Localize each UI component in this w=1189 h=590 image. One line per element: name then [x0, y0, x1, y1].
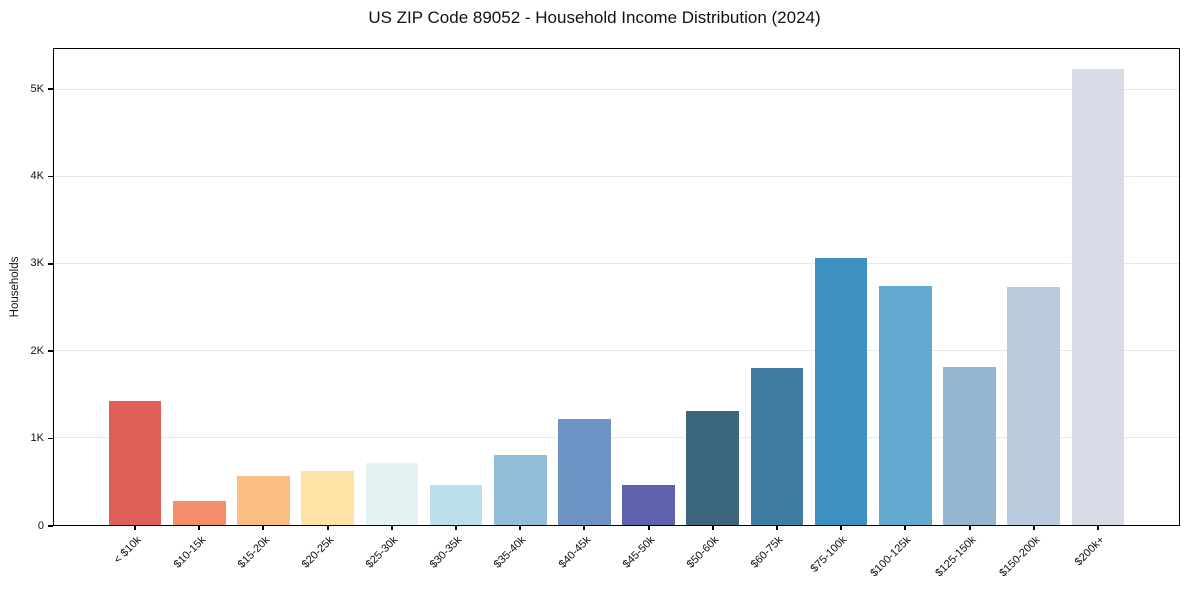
y-tick-mark — [48, 88, 53, 90]
x-tick-mark — [1096, 525, 1099, 530]
y-tick-label: 2K — [30, 344, 44, 357]
x-tick-label: $10-15k — [171, 534, 208, 571]
bar — [429, 485, 483, 525]
x-tick-mark — [519, 525, 522, 530]
bar — [879, 285, 932, 525]
bars-container: < $10k $10-15k $15-20k $20-25k $25-30k $30-35… — [54, 49, 1179, 579]
x-tick-label: $75-100k — [808, 534, 850, 575]
y-tick-mark — [48, 350, 53, 352]
bar-slot: $15-20k — [231, 49, 295, 571]
chart-title: US ZIP Code 89052 - Household Income Dis… — [368, 8, 821, 27]
bar — [493, 454, 547, 525]
bar — [686, 411, 740, 525]
x-tick-mark — [326, 525, 329, 530]
x-tick-label: $60-75k — [748, 534, 786, 571]
bar-slot: $40-45k — [552, 49, 616, 571]
x-tick-label: $40-45k — [556, 534, 593, 571]
bar-slot: $125-150k — [933, 49, 1001, 579]
bar-slot: $50-60k — [681, 49, 745, 571]
x-tick-label: $200k+ — [1072, 534, 1107, 569]
y-tick-mark — [48, 263, 53, 265]
x-tick-label: $50-60k — [684, 534, 722, 571]
x-tick-mark — [198, 525, 201, 530]
bar — [814, 258, 868, 525]
bar-slot: $100-125k — [869, 49, 937, 579]
bar — [237, 475, 290, 525]
y-tick-mark — [48, 437, 53, 440]
y-tick-label: 0 — [37, 519, 44, 532]
x-tick-label: $125-150k — [932, 534, 979, 580]
y-tick-mark — [48, 175, 53, 178]
x-tick-label: $15-20k — [235, 534, 272, 571]
bar-slot: < $10k — [103, 49, 167, 566]
bar — [365, 463, 419, 525]
y-tick-label: 3K — [30, 257, 44, 270]
y-tick-label: 4K — [30, 169, 44, 182]
y-tick-label: 1K — [30, 432, 44, 445]
x-tick-mark — [455, 525, 458, 530]
gridline-5K — [54, 88, 1179, 90]
x-tick-mark — [1032, 525, 1035, 530]
bar — [1071, 69, 1125, 525]
bar — [943, 366, 996, 525]
x-tick-mark — [134, 525, 137, 530]
x-tick-mark — [904, 525, 907, 530]
gridline-1K — [54, 436, 1179, 438]
y-tick-label: 5K — [30, 82, 44, 95]
x-tick-mark — [583, 525, 586, 530]
bar-slot: $45-50k — [617, 49, 681, 571]
gridline-3K — [54, 262, 1179, 264]
x-tick-mark — [968, 525, 971, 530]
x-tick-mark — [390, 525, 393, 530]
x-tick-mark — [262, 525, 265, 530]
x-tick-label: $150-200k — [996, 534, 1043, 580]
bar-slot: $60-75k — [745, 49, 809, 571]
gridline-4K — [54, 175, 1179, 177]
x-tick-label: < $10k — [111, 534, 144, 567]
bar-slot: $200k+ — [1066, 49, 1130, 568]
bar — [750, 367, 804, 525]
x-tick-mark — [775, 525, 778, 530]
y-tick-mark — [48, 525, 53, 527]
x-tick-label: $45-50k — [620, 534, 658, 571]
bar — [1007, 286, 1061, 525]
bar-slot: $150-200k — [997, 49, 1066, 579]
bar — [622, 484, 675, 525]
x-tick-mark — [711, 525, 714, 530]
bar — [301, 471, 354, 525]
bar — [558, 418, 611, 525]
bar — [108, 401, 162, 525]
bar-slot: $25-30k — [360, 49, 424, 571]
x-tick-label: $25-30k — [363, 534, 401, 571]
x-tick-mark — [647, 525, 650, 530]
bar — [172, 500, 226, 525]
bar-slot: $20-25k — [296, 49, 360, 571]
x-tick-label: $100-125k — [868, 534, 914, 580]
bar-slot: $30-35k — [424, 49, 488, 571]
x-tick-mark — [840, 525, 843, 530]
plot-area: < $10k $10-15k $15-20k $20-25k $25-30k $30-35… — [53, 48, 1180, 579]
x-tick-label: $30-35k — [427, 534, 465, 571]
bar-slot: $35-40k — [488, 49, 552, 571]
gridline-2K — [54, 349, 1179, 351]
bar-slot: $75-100k — [809, 49, 873, 575]
x-tick-label: $35-40k — [492, 534, 529, 571]
bar-slot: $10-15k — [167, 49, 231, 571]
x-tick-label: $20-25k — [299, 534, 337, 571]
